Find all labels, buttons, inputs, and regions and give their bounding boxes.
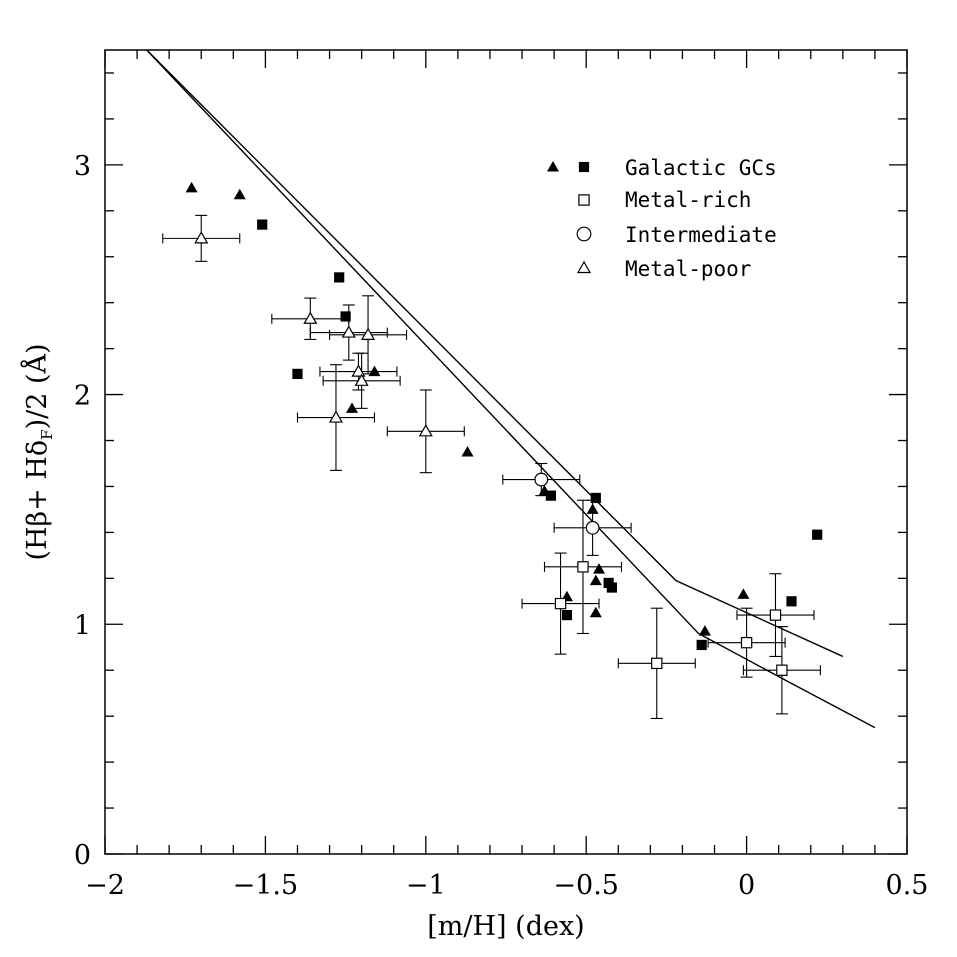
data-point-open-square	[554, 597, 567, 610]
data-point-filled-square	[590, 492, 601, 504]
data-point-filled-triangle	[589, 606, 602, 618]
x-tick-label: −2	[85, 870, 125, 901]
open-square-marker	[578, 194, 590, 206]
square-marker	[578, 161, 590, 173]
data-point-open-square	[776, 664, 788, 676]
data-point-open-triangle	[418, 424, 433, 437]
legend-label-metal-rich: Metal-rich	[625, 188, 751, 212]
x-tick-label: 0.5	[886, 870, 929, 901]
data-point-filled-square	[812, 529, 823, 540]
y-tick-label: 3	[74, 151, 91, 182]
data-point-filled-triangle	[698, 625, 711, 636]
data-point-filled-square	[545, 490, 557, 501]
axis-ticks	[104, 50, 908, 855]
data-point-filled-square	[696, 639, 707, 651]
open-triangle-marker	[576, 260, 592, 274]
legend-label-intermediate: Intermediate	[625, 223, 777, 247]
data-point-filled-triangle	[586, 503, 599, 514]
data-point-open-triangle	[303, 311, 318, 324]
plot-frame	[104, 49, 908, 855]
data-point-filled-triangle	[737, 588, 750, 599]
data-point-filled-square	[334, 272, 345, 283]
data-point-open-square	[577, 561, 589, 573]
tick-labels: −2 −1.5 −1 −0.5 0 0.5 0 1 2 3	[74, 151, 929, 901]
legend: Galactic GCs Metal-rich Intermediate Met…	[547, 156, 777, 281]
data-point-filled-square	[257, 219, 268, 230]
data-point-filled-triangle	[461, 446, 474, 457]
data-point-filled-square	[786, 596, 797, 607]
data-point-filled-triangle	[589, 574, 602, 586]
y-tick-label: 2	[74, 381, 91, 412]
legend-label-metal-poor: Metal-poor	[625, 257, 751, 281]
data-point-open-triangle	[194, 231, 209, 244]
legend-markers	[547, 161, 592, 274]
x-tick-label: −1.5	[233, 870, 299, 901]
y-tick-label: 1	[74, 610, 91, 641]
open-circle-marker	[576, 226, 592, 242]
data-points	[162, 181, 823, 720]
model-lines	[146, 49, 876, 729]
x-tick-label: 0	[738, 870, 755, 901]
x-axis-title: [m/H] (dex)	[427, 911, 584, 942]
data-point-open-square	[769, 609, 782, 621]
data-point-open-triangle	[328, 410, 344, 423]
model-line	[146, 49, 844, 658]
data-point-open-triangle	[351, 364, 366, 377]
data-point-open-triangle	[354, 373, 369, 386]
data-point-open-circle	[534, 472, 549, 487]
y-tick-label: 0	[74, 840, 91, 871]
data-point-filled-triangle	[368, 365, 381, 377]
model-line	[146, 49, 876, 729]
legend-label-galactic-gcs: Galactic GCs	[625, 156, 777, 180]
data-point-filled-triangle	[593, 563, 606, 574]
data-point-open-circle	[585, 520, 600, 535]
data-point-open-triangle	[361, 327, 376, 340]
data-point-filled-triangle	[346, 402, 359, 413]
triangle-marker	[547, 161, 559, 172]
x-tick-label: −0.5	[553, 870, 619, 901]
data-point-filled-triangle	[185, 181, 198, 193]
data-point-open-square	[740, 636, 753, 649]
data-point-filled-square	[561, 609, 573, 621]
data-point-open-triangle	[341, 325, 356, 338]
x-tick-label: −1	[406, 870, 446, 901]
y-axis-title: (Hβ+ HδF)/2 (Å)	[20, 343, 56, 560]
data-point-filled-square	[292, 368, 303, 379]
data-point-filled-square	[340, 311, 351, 322]
data-point-filled-square	[606, 582, 617, 593]
data-point-open-square	[651, 657, 663, 670]
data-point-filled-triangle	[233, 188, 246, 200]
